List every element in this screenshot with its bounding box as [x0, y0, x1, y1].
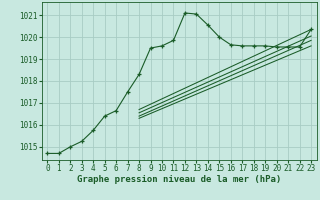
X-axis label: Graphe pression niveau de la mer (hPa): Graphe pression niveau de la mer (hPa) [77, 175, 281, 184]
